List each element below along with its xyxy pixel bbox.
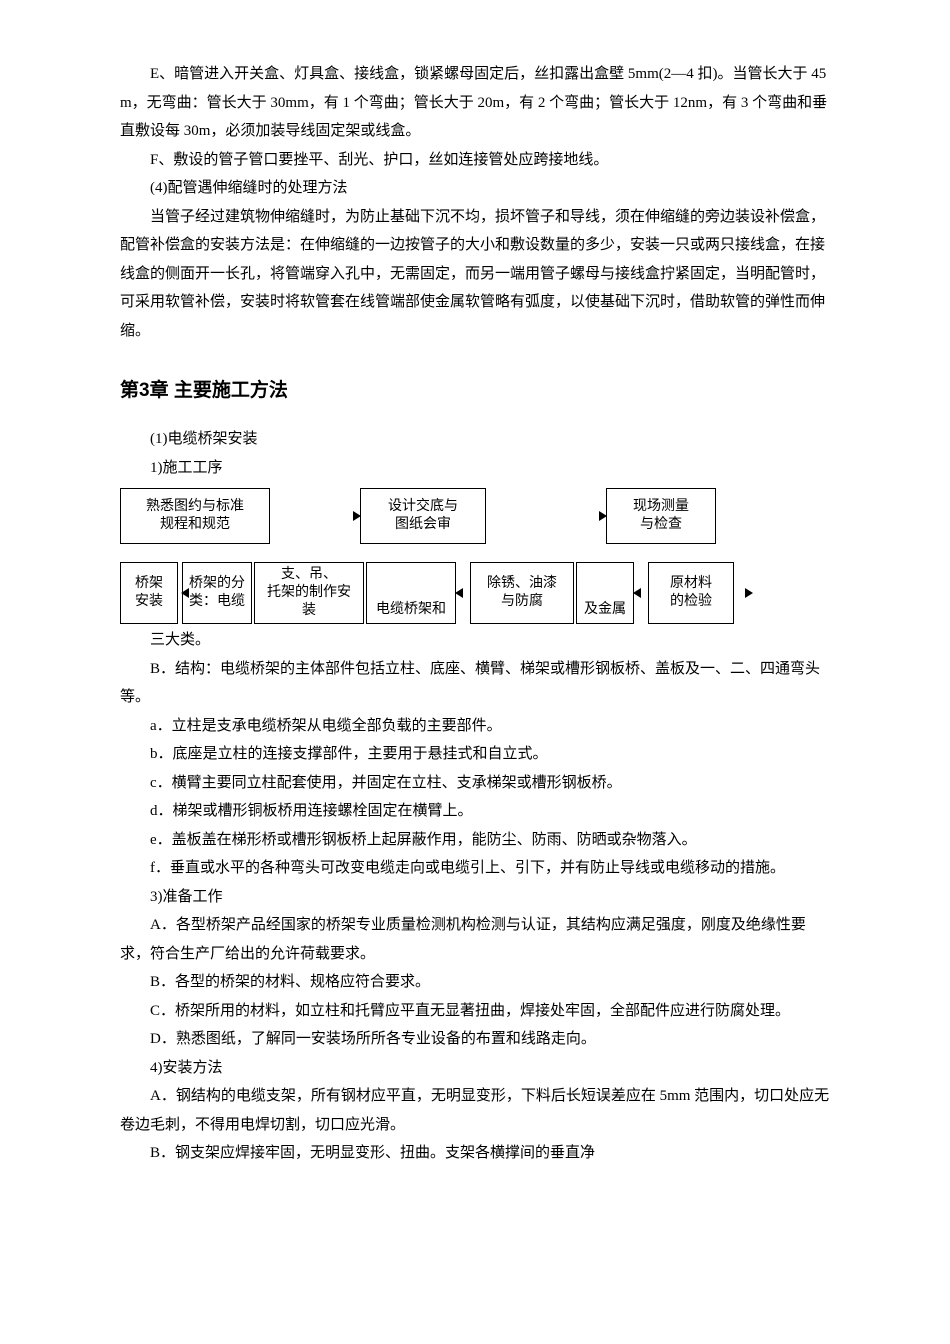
para-4-title: (4)配管遇伸缩缝时的处理方法 — [120, 174, 830, 203]
flow-arrow — [486, 488, 606, 544]
flow-arrow — [178, 562, 182, 624]
flow-row-2: 桥架 安装 桥架的分 类：电缆 支、吊、 托架的制作安 装 电缆桥架和 除锈、油… — [120, 562, 830, 624]
flow-arrow — [634, 562, 648, 624]
flow-arrow — [716, 488, 746, 544]
s3-C: C．桥架所用的材料，如立柱和托臂应平直无显著扭曲，焊接处牢固，全部配件应进行防腐… — [120, 997, 830, 1026]
chapter-heading: 第3章 主要施工方法 — [120, 373, 830, 409]
flow-row-1: 熟悉图约与标准 规程和规范 设计交底与 图纸会审 现场测量 与检查 — [120, 488, 830, 544]
flow-box-2-3: 支、吊、 托架的制作安 装 — [254, 562, 364, 624]
s3-D: D．熟悉图纸，了解同一安装场所所各专业设备的布置和线路走向。 — [120, 1025, 830, 1054]
s-b: b．底座是立柱的连接支撑部件，主要用于悬挂式和自立式。 — [120, 740, 830, 769]
flow-box-2-1: 桥架 安装 — [120, 562, 178, 624]
flow-arrow — [456, 562, 470, 624]
para-e: E、暗管进入开关盒、灯具盒、接线盒，锁紧螺母固定后，丝扣露出盒壁 5mm(2―4… — [120, 60, 830, 146]
s1-title: (1)电缆桥架安装 — [120, 425, 830, 454]
s4-title: 4)安装方法 — [120, 1054, 830, 1083]
flow-arrow — [734, 562, 752, 624]
s3-A: A．各型桥架产品经国家的桥架专业质量检测机构检测与认证，其结构应满足强度，刚度及… — [120, 911, 830, 968]
flow-box-1-2: 设计交底与 图纸会审 — [360, 488, 486, 544]
flow-box-1-3: 现场测量 与检查 — [606, 488, 716, 544]
s-e: e．盖板盖在梯形桥或槽形钢板桥上起屏蔽作用，能防尘、防雨、防晒或杂物落入。 — [120, 826, 830, 855]
flow-box-2-2: 桥架的分 类：电缆 — [182, 562, 252, 624]
flow-box-2-5: 除锈、油漆 与防腐 — [470, 562, 574, 624]
s3-title: 3)准备工作 — [120, 883, 830, 912]
s-d: d．梯架或槽形铜板桥用连接螺栓固定在横臂上。 — [120, 797, 830, 826]
para-4-body: 当管子经过建筑物伸缩缝时，为防止基础下沉不均，损坏管子和导线，须在伸缩缝的旁边装… — [120, 203, 830, 346]
after-flow-1: 三大类。 — [120, 626, 830, 655]
flow-box-2-6: 及金属 — [576, 562, 634, 624]
s1-1: 1)施工工序 — [120, 454, 830, 483]
s3-B: B．各型的桥架的材料、规格应符合要求。 — [120, 968, 830, 997]
s-B: B．结构：电缆桥架的主体部件包括立柱、底座、横臂、梯架或槽形钢板桥、盖板及一、二… — [120, 655, 830, 712]
flowchart: 熟悉图约与标准 规程和规范 设计交底与 图纸会审 现场测量 与检查 桥架 安装 … — [120, 488, 830, 624]
flow-box-2-7: 原材料 的检验 — [648, 562, 734, 624]
flow-arrow — [270, 488, 360, 544]
flow-box-1-1: 熟悉图约与标准 规程和规范 — [120, 488, 270, 544]
s-f: f．垂直或水平的各种弯头可改变电缆走向或电缆引上、引下，并有防止导线或电缆移动的… — [120, 854, 830, 883]
s4-A: A．钢结构的电缆支架，所有钢材应平直，无明显变形，下料后长短误差应在 5mm 范… — [120, 1082, 830, 1139]
s-a: a．立柱是支承电缆桥架从电缆全部负载的主要部件。 — [120, 712, 830, 741]
flow-box-2-4: 电缆桥架和 — [366, 562, 456, 624]
s4-B: B．钢支架应焊接牢固，无明显变形、扭曲。支架各横撑间的垂直净 — [120, 1139, 830, 1168]
para-f: F、敷设的管子管口要挫平、刮光、护口，丝如连接管处应跨接地线。 — [120, 146, 830, 175]
s-c: c．横臂主要同立柱配套使用，并固定在立柱、支承梯架或槽形钢板桥。 — [120, 769, 830, 798]
